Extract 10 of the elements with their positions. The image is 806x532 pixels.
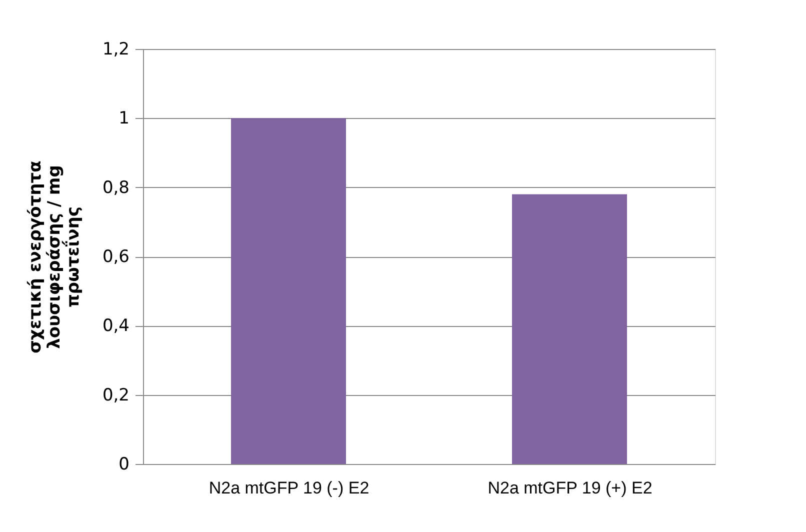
y-tick-label: 1 [118, 108, 130, 129]
y-tick-label: 1,2 [102, 40, 130, 60]
y-axis-title: σχετική ενεργότητα λουσιφεράσης / mg πρωτεΐνης [25, 160, 84, 354]
y-tick-label: 0,2 [102, 385, 130, 406]
x-tick-label: N2a mtGFP 19 (+) E2 [488, 478, 652, 498]
y-tick-label: 0,4 [102, 316, 130, 336]
y-tick-label: 0,6 [102, 247, 130, 267]
y-tick-label: 0,8 [102, 178, 130, 198]
x-tick-label: N2a mtGFP 19 (-) E2 [208, 478, 370, 498]
y-tick-label: 0 [118, 454, 130, 474]
